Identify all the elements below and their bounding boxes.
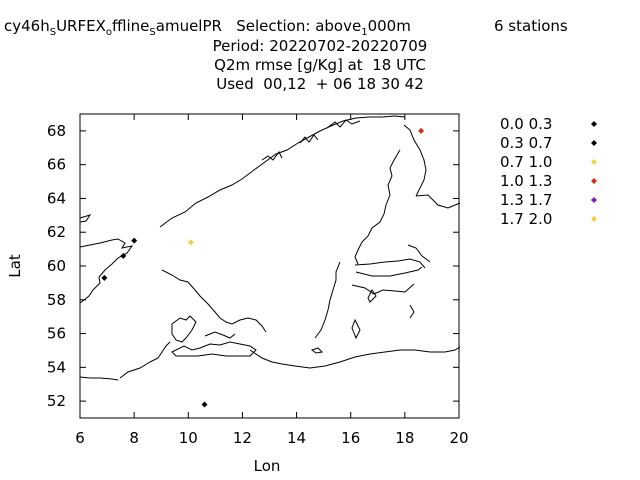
station-point (187, 239, 194, 246)
x-tick-label: 14 (287, 429, 306, 447)
station-point (201, 401, 208, 408)
legend-marker (591, 121, 597, 127)
title-subscript: o (105, 27, 112, 38)
y-tick-label: 62 (47, 223, 66, 241)
x-tick-label: 12 (233, 429, 252, 447)
title-part: URFEX (56, 17, 106, 35)
legend-marker (591, 197, 597, 203)
legend-marker (591, 178, 597, 184)
x-tick-label: 18 (395, 429, 414, 447)
legend: 0.0 0.30.3 0.70.7 1.01.0 1.31.3 1.71.7 2… (500, 115, 597, 228)
title-subscript: 1 (361, 27, 368, 38)
y-tick-label: 58 (47, 291, 66, 309)
coastline-map (79, 115, 461, 381)
x-tick-label: 16 (341, 429, 360, 447)
station-point (101, 274, 108, 281)
y-tick-label: 64 (47, 189, 66, 207)
title-part: amuelPR Selection: above (155, 17, 362, 35)
x-tick-label: 20 (449, 429, 468, 447)
station-markers (101, 127, 425, 408)
station-point (418, 127, 425, 134)
legend-label: 1.0 1.3 (500, 172, 552, 190)
legend-label: 0.7 1.0 (500, 153, 552, 171)
x-tick-label: 6 (75, 429, 85, 447)
legend-label: 0.0 0.3 (500, 115, 552, 133)
title-part: 000m (367, 17, 411, 35)
title-period: Period: 20220702-20220709 (212, 37, 428, 55)
legend-label: 1.3 1.7 (500, 191, 552, 209)
y-axis-label: Lat (6, 254, 24, 278)
y-tick-label: 68 (47, 122, 66, 140)
legend-marker (591, 216, 597, 222)
title-part: ffline (112, 17, 150, 35)
x-tick-label: 8 (129, 429, 139, 447)
title-used: Used 00,12 + 06 18 30 42 (216, 75, 424, 93)
y-tick-label: 52 (47, 392, 66, 410)
title-subscript: S (49, 27, 57, 38)
title-line-1: cy46hSURFEXofflineSamuelPR Selection: ab… (4, 17, 411, 38)
station-count: 6 stations (494, 17, 568, 35)
title-parameter: Q2m rmse [g/Kg] at 18 UTC (214, 56, 426, 74)
title-subscript: S (149, 27, 156, 38)
y-tick-label: 54 (47, 358, 66, 376)
y-tick-label: 60 (47, 257, 66, 275)
legend-marker (591, 140, 597, 146)
plot-area (79, 113, 460, 419)
y-tick-label: 56 (47, 325, 66, 343)
y-tick-label: 66 (47, 156, 66, 174)
x-axis-label: Lon (254, 457, 281, 475)
x-tick-label: 10 (179, 429, 198, 447)
plot-frame (79, 113, 460, 419)
legend-label: 1.7 2.0 (500, 210, 552, 228)
legend-label: 0.3 0.7 (500, 134, 552, 152)
legend-marker (591, 159, 597, 165)
title-part: cy46h (4, 17, 50, 35)
station-point (131, 237, 138, 244)
station-point (120, 252, 127, 259)
